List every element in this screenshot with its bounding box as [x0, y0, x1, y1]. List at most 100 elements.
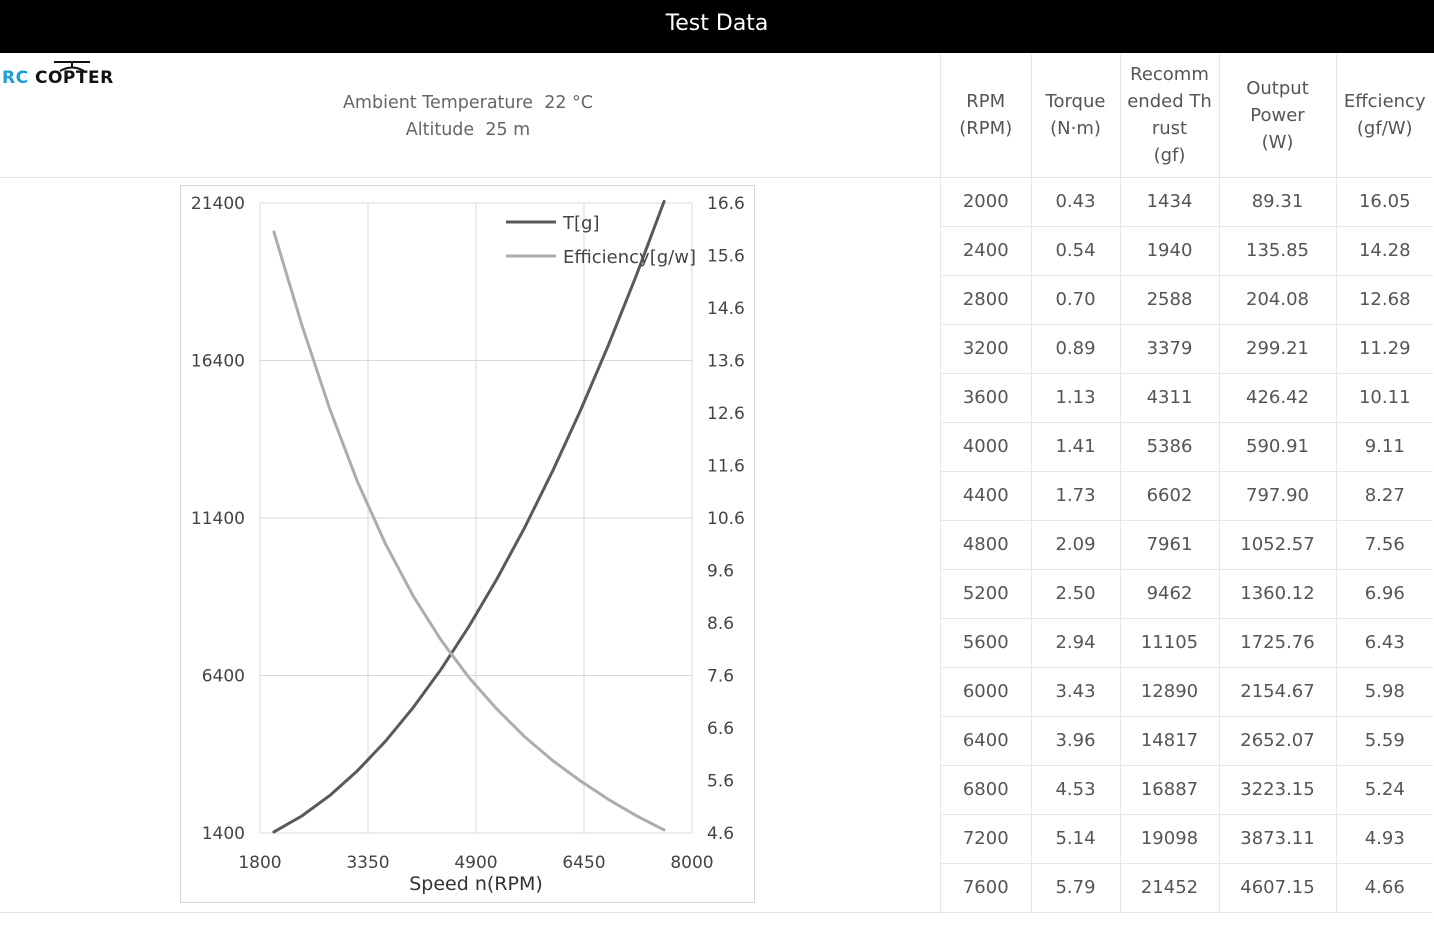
table-row: 4800 2.09 7961 1052.57 7.56 [941, 520, 1433, 570]
table-cell: 14.28 [1336, 226, 1433, 276]
y-right-tick-label: 16.6 [707, 194, 745, 214]
y-right-tick-label: 9.6 [707, 562, 734, 582]
y-right-tick-label: 10.6 [707, 509, 745, 529]
table-cell: 4800 [941, 520, 1032, 570]
x-axis-label: Speed n(RPM) [409, 873, 543, 895]
column-header: RPM (RPM) [941, 54, 1032, 178]
table-cell: 3200 [941, 324, 1032, 374]
y-right-tick-label: 12.6 [707, 404, 745, 424]
table-row: 4000 1.41 5386 590.91 9.11 [941, 422, 1433, 472]
table-cell: 797.90 [1219, 471, 1337, 521]
table-cell: 5.24 [1336, 765, 1433, 815]
y-right-tick-label: 15.6 [707, 247, 745, 267]
table-row: 2400 0.54 1940 135.85 14.28 [941, 226, 1433, 276]
y-right-tick-label: 7.6 [707, 667, 734, 687]
column-header: Effciency (gf/W) [1336, 54, 1433, 178]
table-cell: 6400 [941, 716, 1032, 766]
table-cell: 1725.76 [1219, 618, 1337, 668]
y-left-tick-label: 6400 [202, 667, 245, 687]
table-cell: 2652.07 [1219, 716, 1337, 766]
table-row: 7200 5.14 19098 3873.11 4.93 [941, 814, 1433, 864]
header-divider [0, 177, 941, 178]
table-cell: 299.21 [1219, 324, 1337, 374]
table-row: 2800 0.70 2588 204.08 12.68 [941, 275, 1433, 325]
table-cell: 12.68 [1336, 275, 1433, 325]
altitude-value: 25 m [485, 120, 531, 140]
column-header: Output Power (W) [1219, 54, 1337, 178]
y-right-tick-label: 6.6 [707, 719, 734, 739]
table-cell: 4400 [941, 471, 1032, 521]
helicopter-icon [54, 61, 90, 72]
table-row: 5600 2.94 11105 1725.76 6.43 [941, 618, 1433, 668]
column-header: Torque (N·m) [1031, 54, 1121, 178]
table-left-border [940, 54, 941, 914]
table-cell: 2.50 [1031, 569, 1121, 619]
table-cell: 3223.15 [1219, 765, 1337, 815]
table-cell: 2588 [1120, 275, 1220, 325]
table-row: 7600 5.79 21452 4607.15 4.66 [941, 863, 1433, 913]
table-cell: 4311 [1120, 373, 1220, 423]
table-cell: 16887 [1120, 765, 1220, 815]
table-cell: 14817 [1120, 716, 1220, 766]
speed-chart: 1800 3350 4900 6450 8000 1400 6400 11400 16400 21… [191, 194, 745, 895]
table-cell: 4000 [941, 422, 1032, 472]
column-header-label: Torque (N·m) [1045, 91, 1106, 140]
table-row: 6400 3.96 14817 2652.07 5.59 [941, 716, 1433, 766]
table-cell: 2.94 [1031, 618, 1121, 668]
column-header-label: Effciency (gf/W) [1343, 91, 1426, 140]
table-cell: 2000 [941, 177, 1032, 227]
y-right-tick-label: 4.6 [707, 824, 734, 844]
table-cell: 5600 [941, 618, 1032, 668]
y-right-tick-label: 11.6 [707, 457, 745, 477]
table-cell: 3379 [1120, 324, 1220, 374]
y-left-tick-label: 11400 [191, 509, 245, 529]
table-row: 3600 1.13 4311 426.42 10.11 [941, 373, 1433, 423]
table-cell: 1052.57 [1219, 520, 1337, 570]
table-row: 5200 2.50 9462 1360.12 6.96 [941, 569, 1433, 619]
table-cell: 3600 [941, 373, 1032, 423]
table-cell: 4.93 [1336, 814, 1433, 864]
table-cell: 9.11 [1336, 422, 1433, 472]
ambient-label: Ambient Temperature [342, 93, 534, 113]
table-cell: 6.96 [1336, 569, 1433, 619]
table-cell: 5.59 [1336, 716, 1433, 766]
table-cell: 11105 [1120, 618, 1220, 668]
altitude: Altitude 25 m [0, 117, 936, 144]
series-line-efficiency [272, 230, 666, 832]
table-cell: 6800 [941, 765, 1032, 815]
table-cell: 4.66 [1336, 863, 1433, 913]
table-cell: 2400 [941, 226, 1032, 276]
column-header-label: RPM (RPM) [959, 91, 1013, 140]
x-tick-label: 3350 [346, 853, 389, 873]
table-row: 4400 1.73 6602 797.90 8.27 [941, 471, 1433, 521]
table-cell: 12890 [1120, 667, 1220, 717]
table-cell: 0.89 [1031, 324, 1121, 374]
column-header-label: Output Power (W) [1246, 77, 1309, 153]
table-row: 6800 4.53 16887 3223.15 5.24 [941, 765, 1433, 815]
legend-label: Efficiency[g/w] [563, 247, 696, 268]
table-cell: 5.14 [1031, 814, 1121, 864]
bottom-divider [0, 912, 941, 913]
table-cell: 0.70 [1031, 275, 1121, 325]
table-cell: 7.56 [1336, 520, 1433, 570]
table-cell: 2800 [941, 275, 1032, 325]
x-tick-label: 4900 [454, 853, 497, 873]
y-right-tick-label: 8.6 [707, 614, 734, 634]
table-cell: 5.98 [1336, 667, 1433, 717]
x-tick-label: 6450 [562, 853, 605, 873]
table-cell: 1360.12 [1219, 569, 1337, 619]
table-cell: 21452 [1120, 863, 1220, 913]
logo-rc-text: RC [2, 68, 29, 88]
table-cell: 1.41 [1031, 422, 1121, 472]
logo-copter-text: COPTER [35, 68, 114, 88]
page-title: Test Data [0, 0, 1434, 53]
table-cell: 2154.67 [1219, 667, 1337, 717]
table-cell: 89.31 [1219, 177, 1337, 227]
table-cell: 0.54 [1031, 226, 1121, 276]
ambient-value: 22 °C [544, 93, 594, 113]
table-cell: 135.85 [1219, 226, 1337, 276]
table-cell: 0.43 [1031, 177, 1121, 227]
table-cell: 1940 [1120, 226, 1220, 276]
table-header-row: RPM (RPM) Torque (N·m) Recomm ended Th rus… [941, 54, 1433, 178]
column-header-label: Recomm ended Th rust (gf) [1127, 64, 1212, 167]
